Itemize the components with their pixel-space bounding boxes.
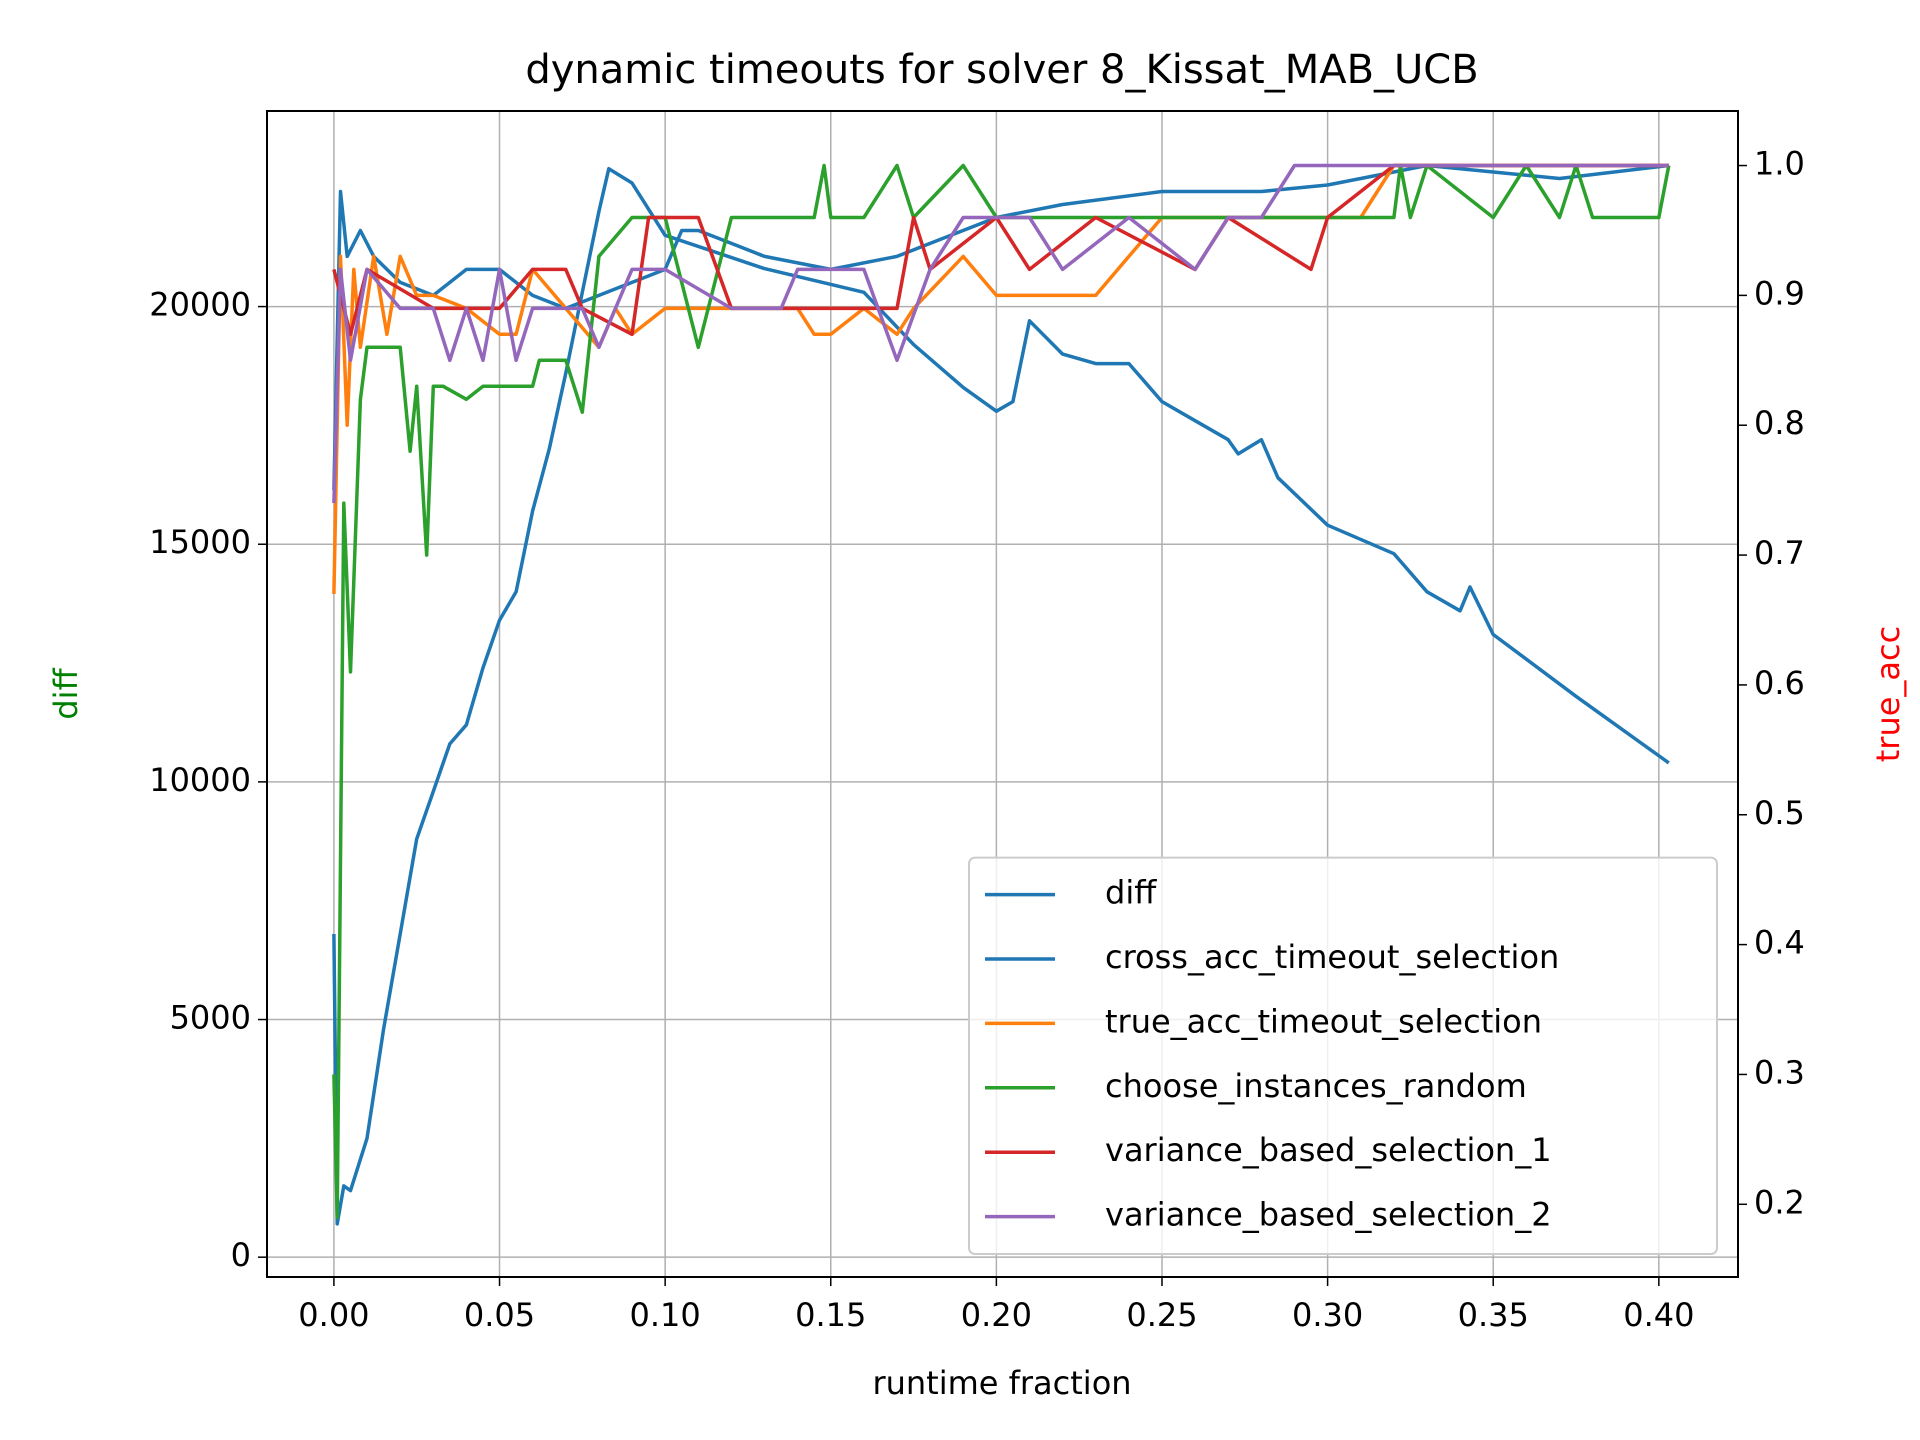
y-axis-label: diff xyxy=(47,667,85,719)
legend-label: variance_based_selection_1 xyxy=(1105,1131,1552,1169)
legend-label: choose_instances_random xyxy=(1105,1067,1527,1105)
y2-tick-label: 0.4 xyxy=(1754,924,1805,962)
legend-label: variance_based_selection_2 xyxy=(1105,1196,1552,1234)
x-tick-label: 0.40 xyxy=(1623,1296,1694,1334)
y2-tick-label: 0.2 xyxy=(1754,1183,1805,1221)
legend-label: true_acc_timeout_selection xyxy=(1105,1002,1542,1040)
y2-tick-label: 0.5 xyxy=(1754,794,1805,832)
x-tick-label: 0.15 xyxy=(795,1296,866,1334)
y2-tick-label: 0.6 xyxy=(1754,664,1805,702)
x-axis-label: runtime fraction xyxy=(872,1364,1131,1402)
y2-axis-label: true_acc xyxy=(1869,626,1907,762)
y2-tick-label: 0.8 xyxy=(1754,404,1805,442)
y2-tick-label: 1.0 xyxy=(1754,145,1805,183)
series-line xyxy=(332,163,1670,491)
y2-tick-label: 0.7 xyxy=(1754,534,1805,572)
y2-tick-label: 0.9 xyxy=(1754,274,1805,312)
x-tick-label: 0.30 xyxy=(1292,1296,1363,1334)
series-line xyxy=(332,163,1669,337)
series-line xyxy=(332,163,1669,504)
y-tick-label: 0 xyxy=(231,1236,251,1274)
legend: diff cross_acc_timeout_selection true_acc_… xyxy=(968,856,1718,1255)
plot-frame xyxy=(266,110,1739,1278)
x-tick-label: 0.00 xyxy=(298,1296,369,1334)
chart-title: dynamic timeouts for solver 8_Kissat_MAB… xyxy=(525,47,1478,93)
y-tick-label: 15000 xyxy=(149,523,251,561)
x-tick-label: 0.20 xyxy=(961,1296,1032,1334)
x-tick-label: 0.35 xyxy=(1458,1296,1529,1334)
x-tick-label: 0.05 xyxy=(464,1296,535,1334)
legend-label: cross_acc_timeout_selection xyxy=(1105,938,1559,976)
y2-tick-label: 0.3 xyxy=(1754,1053,1805,1091)
legend-label: diff xyxy=(1105,874,1157,912)
y-tick-label: 10000 xyxy=(149,761,251,799)
series-line xyxy=(332,166,1670,1226)
x-tick-label: 0.10 xyxy=(630,1296,701,1334)
y-tick-label: 5000 xyxy=(170,999,251,1037)
y-tick-label: 20000 xyxy=(149,286,251,324)
x-tick-label: 0.25 xyxy=(1126,1296,1197,1334)
legend-box xyxy=(968,856,1718,1255)
